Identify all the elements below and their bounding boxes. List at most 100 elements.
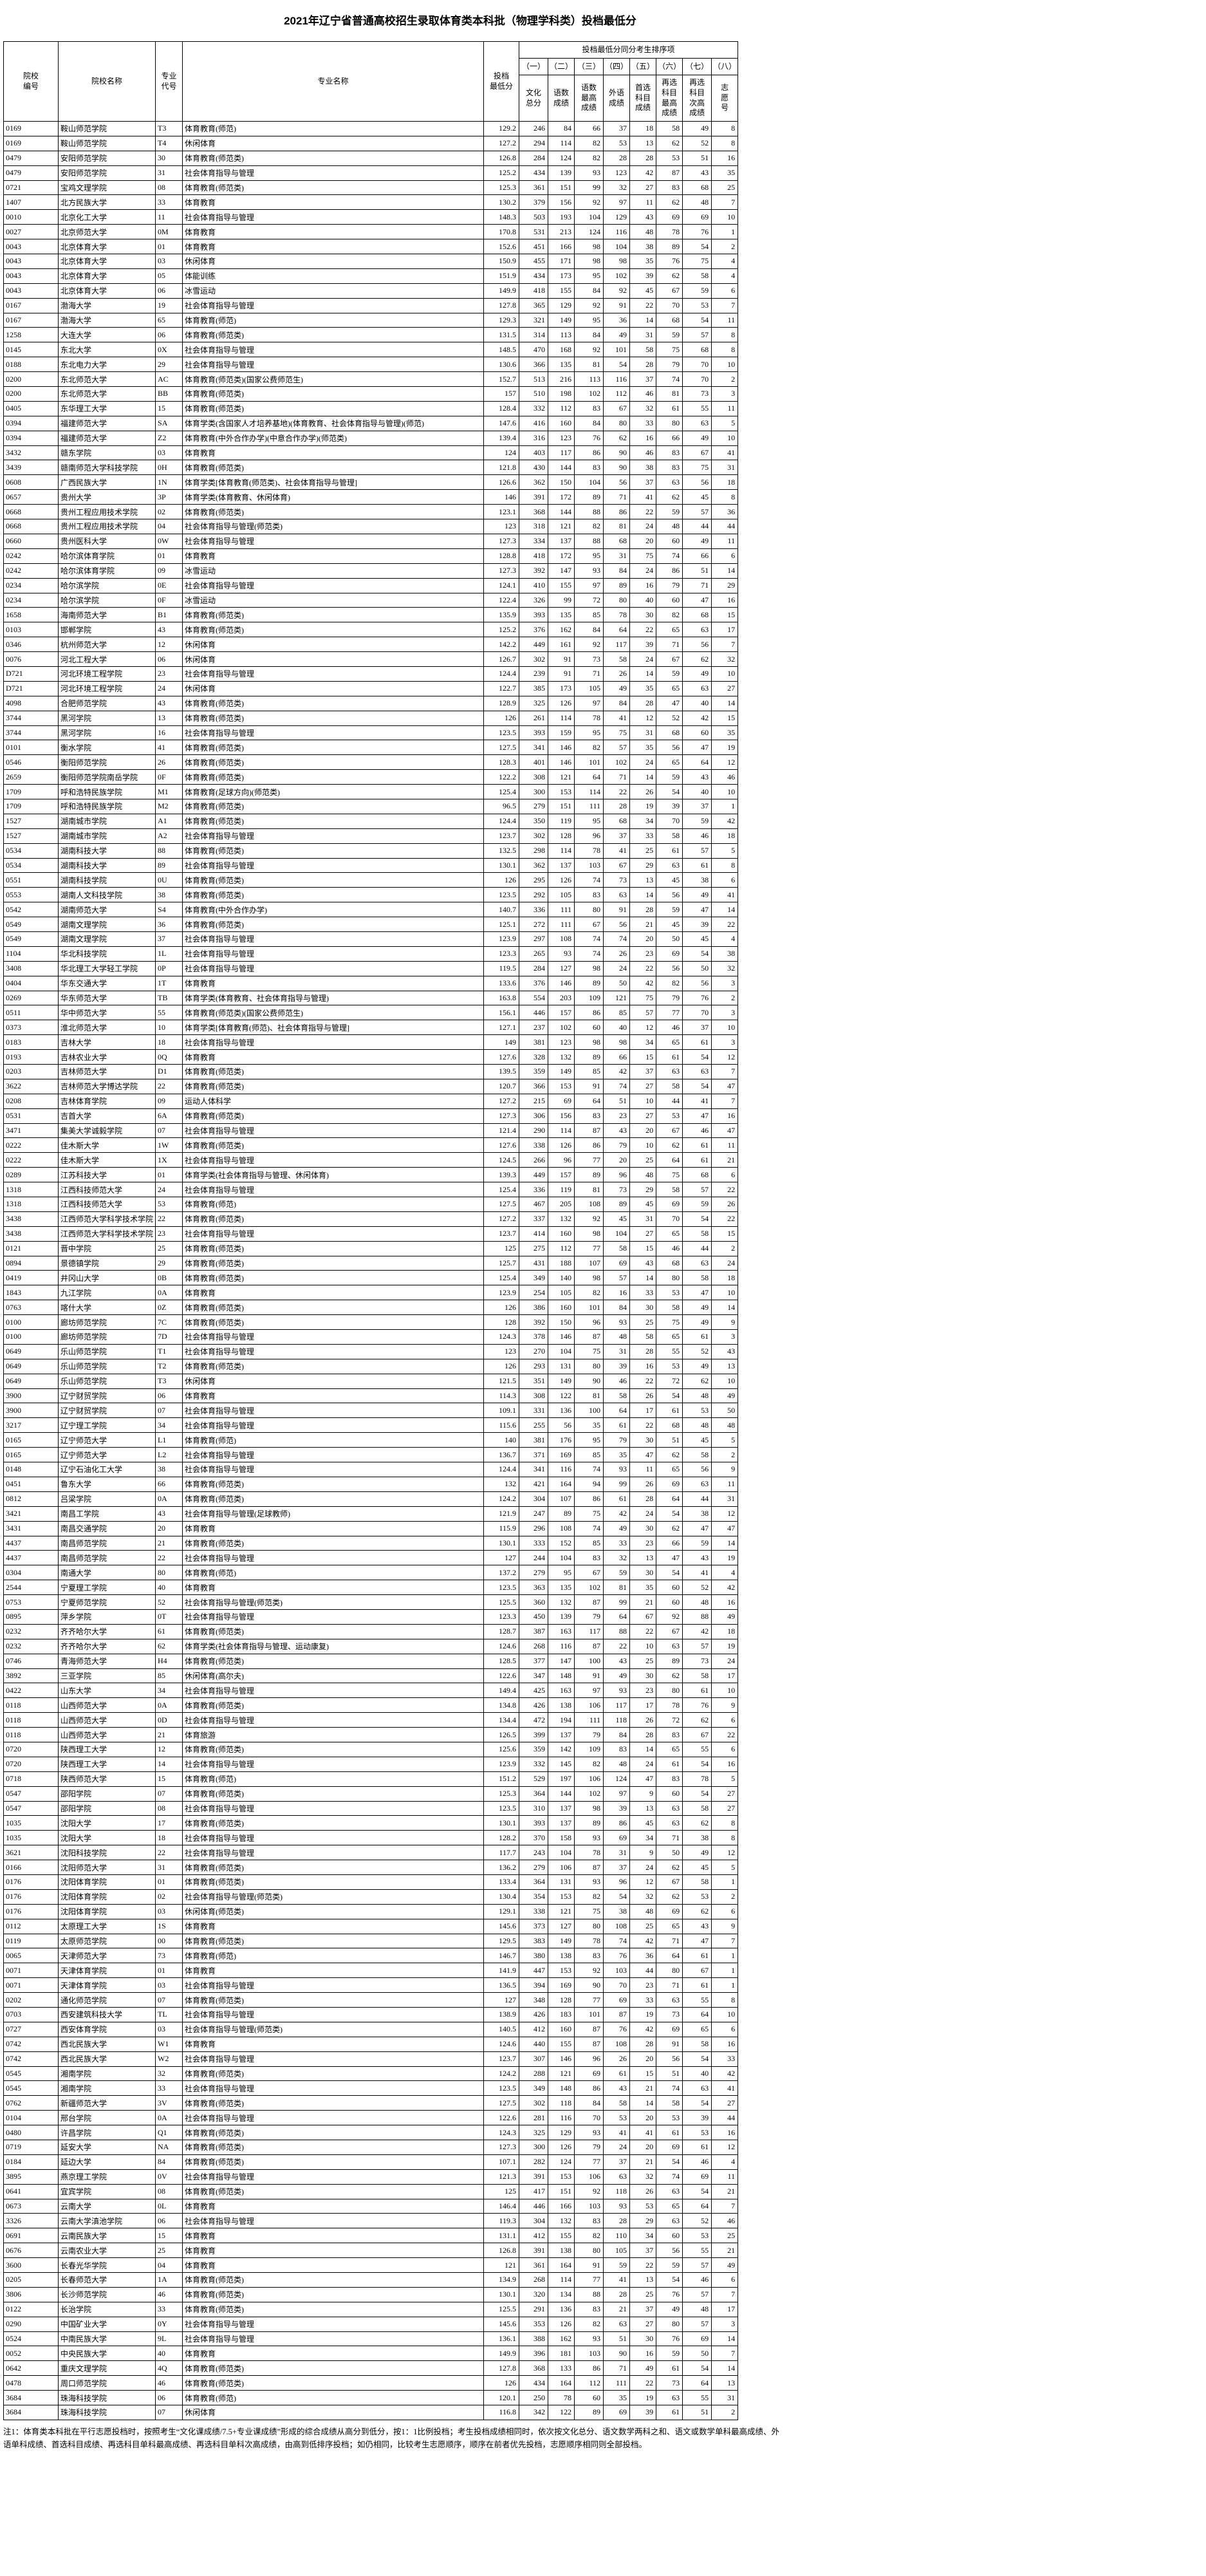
foreign-lang-cell: 74 bbox=[603, 1078, 631, 1094]
major-name-cell: 社会体育指导与管理 bbox=[182, 857, 485, 873]
major-name-cell: 体育教育(师范类) bbox=[182, 150, 485, 166]
chinese-math-sum-cell: 171 bbox=[548, 254, 575, 269]
college-name-cell: 南昌交通学院 bbox=[57, 1520, 156, 1536]
major-code-cell: 01 bbox=[155, 548, 183, 564]
chinese-math-sum-cell: 127 bbox=[548, 960, 575, 976]
min-score-cell: 128.4 bbox=[483, 400, 520, 416]
min-score-cell: 132 bbox=[483, 1476, 520, 1492]
preference-no-cell: 27 bbox=[711, 1800, 739, 1816]
preference-no-cell: 41 bbox=[711, 2080, 739, 2096]
first-subject-cell: 28 bbox=[629, 2036, 657, 2052]
major-code-cell: 09 bbox=[155, 563, 183, 579]
college-code-cell: 0043 bbox=[3, 239, 59, 255]
college-name-cell: 珠海科技学院 bbox=[57, 2405, 156, 2420]
culture-total-cell: 368 bbox=[519, 504, 549, 520]
college-name-cell: 广西民族大学 bbox=[57, 474, 156, 490]
min-score-cell: 126.7 bbox=[483, 651, 520, 667]
reselect-second-cell: 42 bbox=[682, 1623, 712, 1639]
preference-no-cell: 13 bbox=[711, 2375, 739, 2391]
culture-total-cell: 291 bbox=[519, 2301, 549, 2317]
chinese-math-max-cell: 103 bbox=[574, 2198, 604, 2214]
min-score-cell: 127.3 bbox=[483, 2140, 520, 2155]
min-score-cell: 137.2 bbox=[483, 1565, 520, 1581]
chinese-math-max-cell: 89 bbox=[574, 1815, 604, 1831]
preference-no-cell: 7 bbox=[711, 2198, 739, 2214]
college-name-cell: 湖南城市学院 bbox=[57, 828, 156, 844]
foreign-lang-cell: 63 bbox=[603, 2316, 631, 2332]
preference-no-cell: 7 bbox=[711, 637, 739, 653]
college-code-cell: 0720 bbox=[3, 1756, 59, 1772]
reselect-second-cell: 54 bbox=[682, 1786, 712, 1802]
culture-total-cell: 266 bbox=[519, 1152, 549, 1168]
major-name-cell: 体育教育 bbox=[182, 1963, 485, 1979]
reselect-second-cell: 49 bbox=[682, 1845, 712, 1861]
chinese-math-sum-cell: 105 bbox=[548, 887, 575, 903]
college-code-cell: 3217 bbox=[3, 1417, 59, 1433]
min-score-cell: 123.1 bbox=[483, 504, 520, 520]
major-code-cell: 06 bbox=[155, 283, 183, 299]
foreign-lang-cell: 28 bbox=[603, 150, 631, 166]
table-row: 0660 贵州医科大学 0W 社会体育指导与管理 127.3 334 137 88 68 20 60… bbox=[3, 533, 739, 549]
reselect-second-cell: 48 bbox=[682, 1417, 712, 1433]
reselect-max-cell: 54 bbox=[656, 2154, 683, 2170]
min-score-cell: 150.9 bbox=[483, 254, 520, 269]
preference-no-cell: 7 bbox=[711, 1933, 739, 1949]
major-name-cell: 休闲体育 bbox=[182, 135, 485, 151]
foreign-lang-cell: 22 bbox=[603, 784, 631, 799]
college-code-cell: 0534 bbox=[3, 857, 59, 873]
tiebreak-col-number-8: （八） bbox=[711, 58, 739, 75]
major-name-cell: 社会体育指导与管理(师范类) bbox=[182, 519, 485, 534]
major-code-cell: 07 bbox=[155, 1123, 183, 1139]
reselect-second-cell: 58 bbox=[682, 268, 712, 284]
foreign-lang-cell: 83 bbox=[603, 1741, 631, 1757]
min-score-cell: 125.1 bbox=[483, 917, 520, 932]
major-code-cell: 26 bbox=[155, 754, 183, 770]
preference-no-cell: 50 bbox=[711, 1403, 739, 1419]
major-name-cell: 体育教育(师范) bbox=[182, 1565, 485, 1581]
foreign-lang-cell: 89 bbox=[603, 1197, 631, 1212]
chinese-math-max-cell: 80 bbox=[574, 1358, 604, 1374]
reselect-max-cell: 65 bbox=[656, 1034, 683, 1050]
first-subject-cell: 14 bbox=[629, 2095, 657, 2111]
foreign-lang-cell: 67 bbox=[603, 857, 631, 873]
chinese-math-max-cell: 95 bbox=[574, 548, 604, 564]
reselect-second-cell: 52 bbox=[682, 1343, 712, 1359]
culture-total-cell: 250 bbox=[519, 2390, 549, 2406]
table-row: 2544 宁夏理工学院 40 体育教育 123.5 363 135 102 81 35 60 52 42 bbox=[3, 1580, 739, 1596]
college-name-cell: 长春师范大学 bbox=[57, 2272, 156, 2288]
table-body: 0169 鞍山师范学院 T3 体育教育(师范) 129.2 246 84 66 37 18 58 49… bbox=[3, 121, 739, 2420]
major-name-cell: 体育教育(师范类) bbox=[182, 917, 485, 932]
first-subject-cell: 37 bbox=[629, 2301, 657, 2317]
chinese-math-max-cell: 60 bbox=[574, 2390, 604, 2406]
college-code-cell: 0121 bbox=[3, 1240, 59, 1256]
college-code-cell: 0894 bbox=[3, 1255, 59, 1271]
major-name-cell: 体育教育(师范) bbox=[182, 1432, 485, 1448]
table-row: 0545 湘南学院 32 体育教育(师范类) 124.2 288 121 69 61 15 51 40… bbox=[3, 2066, 739, 2082]
first-subject-cell: 48 bbox=[629, 1167, 657, 1183]
first-subject-cell: 25 bbox=[629, 2286, 657, 2302]
culture-total-cell: 393 bbox=[519, 607, 549, 623]
culture-total-cell: 412 bbox=[519, 2021, 549, 2037]
min-score-cell: 125.5 bbox=[483, 1594, 520, 1610]
major-name-cell: 社会体育指导与管理 bbox=[182, 960, 485, 976]
college-code-cell: 0169 bbox=[3, 135, 59, 151]
table-row: 0290 中国矿业大学 0Y 社会体育指导与管理 145.6 353 126 82 63 27 80… bbox=[3, 2316, 739, 2332]
chinese-math-max-cell: 84 bbox=[574, 283, 604, 299]
culture-total-cell: 418 bbox=[519, 283, 549, 299]
culture-total-cell: 426 bbox=[519, 2007, 549, 2022]
chinese-math-sum-cell: 56 bbox=[548, 1417, 575, 1433]
reselect-max-cell: 44 bbox=[656, 1093, 683, 1109]
culture-total-cell: 513 bbox=[519, 371, 549, 387]
min-score-cell: 170.8 bbox=[483, 224, 520, 240]
reselect-second-cell: 68 bbox=[682, 342, 712, 358]
chinese-math-max-cell: 86 bbox=[574, 2080, 604, 2096]
first-subject-cell: 58 bbox=[629, 342, 657, 358]
college-name-cell: 河北工程大学 bbox=[57, 651, 156, 667]
college-name-cell: 西北民族大学 bbox=[57, 2036, 156, 2052]
header-major-code: 专业 代号 bbox=[155, 41, 183, 122]
foreign-lang-cell: 56 bbox=[603, 917, 631, 932]
major-code-cell: 25 bbox=[155, 1240, 183, 1256]
preference-no-cell: 43 bbox=[711, 1343, 739, 1359]
reselect-second-cell: 53 bbox=[682, 2228, 712, 2244]
reselect-max-cell: 61 bbox=[656, 2405, 683, 2420]
